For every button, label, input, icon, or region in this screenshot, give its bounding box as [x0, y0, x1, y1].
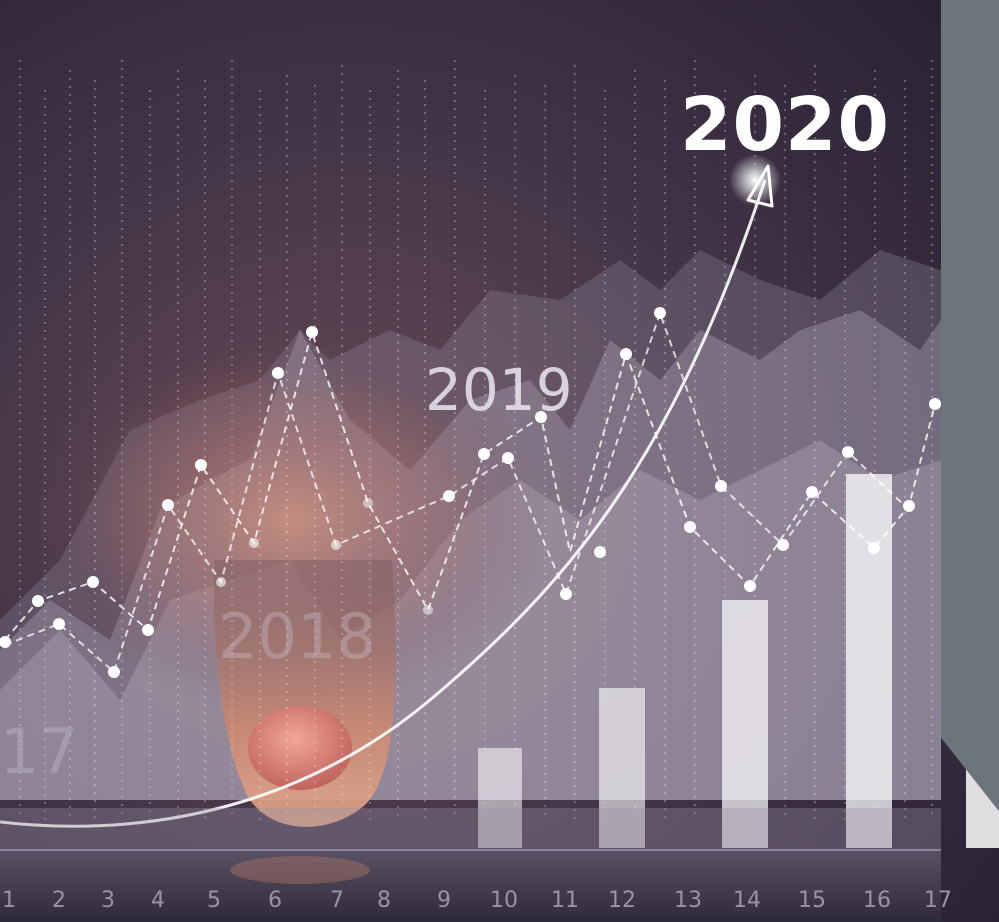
- year-2020-label: 2020: [680, 82, 890, 168]
- x-tick: 11: [551, 888, 579, 913]
- x-tick: 3: [101, 888, 115, 913]
- year-2017-label: 017: [0, 715, 79, 788]
- side-panel-text: [962, 30, 992, 730]
- x-tick: 16: [863, 888, 891, 913]
- side-panel: [941, 0, 999, 812]
- x-axis-ticks: 1 2 3 4 5 6 7 8 9 10 11 12 13 14 15 16 1…: [0, 888, 999, 922]
- year-2018-label: 2018: [218, 600, 376, 673]
- x-tick: 7: [330, 888, 344, 913]
- x-tick: 1: [2, 888, 16, 913]
- year-2019-label: 2019: [425, 356, 573, 424]
- x-tick: 6: [268, 888, 282, 913]
- x-tick: 10: [490, 888, 518, 913]
- x-tick: 9: [437, 888, 451, 913]
- x-tick: 4: [151, 888, 165, 913]
- x-tick: 5: [207, 888, 221, 913]
- x-tick: 17: [924, 888, 952, 913]
- x-tick: 8: [377, 888, 391, 913]
- x-tick: 15: [798, 888, 826, 913]
- x-tick: 13: [674, 888, 702, 913]
- x-tick: 2: [52, 888, 66, 913]
- x-tick: 14: [733, 888, 761, 913]
- x-tick: 12: [608, 888, 636, 913]
